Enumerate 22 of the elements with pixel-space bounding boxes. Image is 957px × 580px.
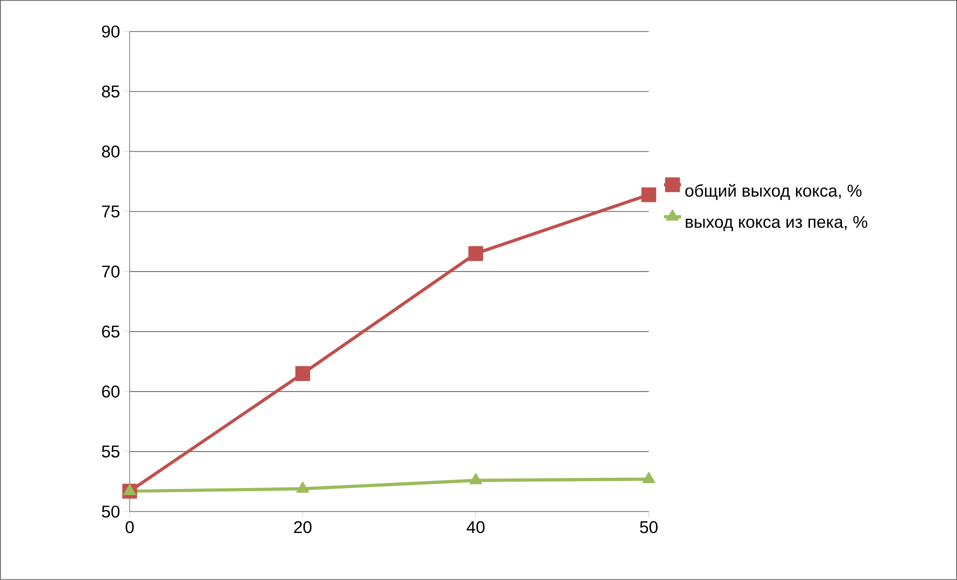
y-tick-label: 65: [102, 326, 120, 338]
point: [468, 246, 484, 261]
y-tick-label: 50: [102, 506, 120, 518]
point: [469, 473, 482, 484]
y-tick-label: 75: [102, 206, 120, 218]
legend-label: общий выход кокса, %: [685, 184, 862, 200]
point: [123, 484, 136, 496]
y-tick-label: 70: [102, 266, 120, 278]
y-tick-label: 60: [102, 386, 120, 398]
y-tick-label: 80: [102, 146, 120, 158]
point: [296, 481, 310, 493]
y-tick-label: 90: [102, 26, 120, 38]
x-tick-label: 0: [126, 521, 134, 534]
point: [641, 187, 656, 202]
legend-label: выход кокса из пека, %: [686, 216, 868, 232]
x-tick-label: 20: [294, 521, 312, 534]
x-tick-label: 40: [466, 521, 485, 534]
point: [642, 472, 656, 484]
x-tick-label: 50: [640, 521, 658, 534]
point: [295, 366, 310, 382]
y-tick-label: 55: [102, 446, 120, 458]
y-tick-label: 85: [102, 86, 120, 98]
